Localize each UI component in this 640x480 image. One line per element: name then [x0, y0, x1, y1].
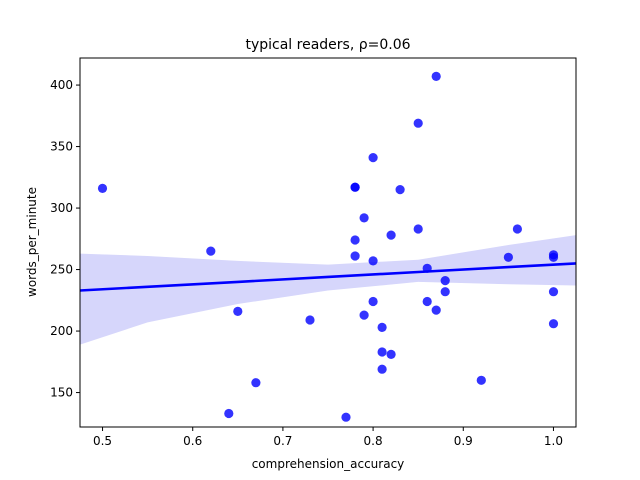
- data-point: [440, 287, 450, 297]
- data-point: [368, 153, 378, 163]
- data-point: [377, 347, 387, 357]
- data-point: [359, 213, 369, 223]
- y-tick-label: 150: [50, 386, 73, 400]
- data-point: [206, 246, 216, 256]
- confidence-band: [80, 235, 576, 345]
- data-point: [368, 256, 378, 266]
- data-point: [440, 276, 450, 286]
- x-tick-label: 0.6: [183, 434, 202, 448]
- plot-area: [79, 57, 577, 428]
- data-point: [377, 364, 387, 374]
- data-point: [350, 251, 360, 261]
- y-axis-label: words_per_minute: [25, 187, 39, 297]
- y-tick-label: 200: [50, 324, 73, 338]
- x-tick-label: 0.7: [273, 434, 292, 448]
- y-tick-label: 250: [50, 263, 73, 277]
- data-point: [350, 235, 360, 245]
- data-point: [341, 412, 351, 422]
- data-point: [413, 118, 423, 128]
- data-point: [476, 375, 486, 385]
- y-tick-label: 300: [50, 201, 73, 215]
- data-point: [97, 183, 108, 193]
- plot-inner: [80, 71, 576, 422]
- data-point: [431, 305, 441, 315]
- data-point: [395, 185, 405, 195]
- x-tick-label: 1.0: [544, 434, 563, 448]
- data-point: [548, 252, 559, 262]
- data-point: [431, 71, 441, 81]
- y-axis-ticks: 150 200 250 300 350 400: [50, 78, 80, 400]
- x-tick-label: 0.9: [454, 434, 473, 448]
- y-tick-label: 350: [50, 140, 73, 154]
- data-point: [305, 315, 315, 325]
- data-point: [368, 296, 378, 307]
- x-tick-label: 0.8: [364, 434, 383, 448]
- data-point: [548, 319, 559, 329]
- y-tick-label: 400: [50, 78, 73, 92]
- data-point: [422, 296, 432, 307]
- data-point: [359, 310, 369, 320]
- x-axis-label: comprehension_accuracy: [252, 457, 405, 471]
- regression-line: [80, 262, 576, 292]
- data-point: [503, 252, 513, 262]
- x-tick-label: 0.5: [93, 434, 112, 448]
- data-point: [377, 322, 387, 332]
- data-point: [224, 408, 234, 419]
- plot-frame: [79, 57, 577, 428]
- data-point: [350, 182, 360, 192]
- data-point: [512, 224, 523, 234]
- data-point: [413, 224, 423, 234]
- data-point: [233, 306, 243, 316]
- data-point: [251, 378, 261, 388]
- data-point: [386, 230, 396, 240]
- data-point: [548, 287, 559, 297]
- x-axis-ticks: 0.5 0.6 0.7 0.8 0.9 1.0: [93, 427, 563, 448]
- chart-title: typical readers, ρ=0.06: [245, 37, 410, 53]
- data-point: [386, 349, 396, 359]
